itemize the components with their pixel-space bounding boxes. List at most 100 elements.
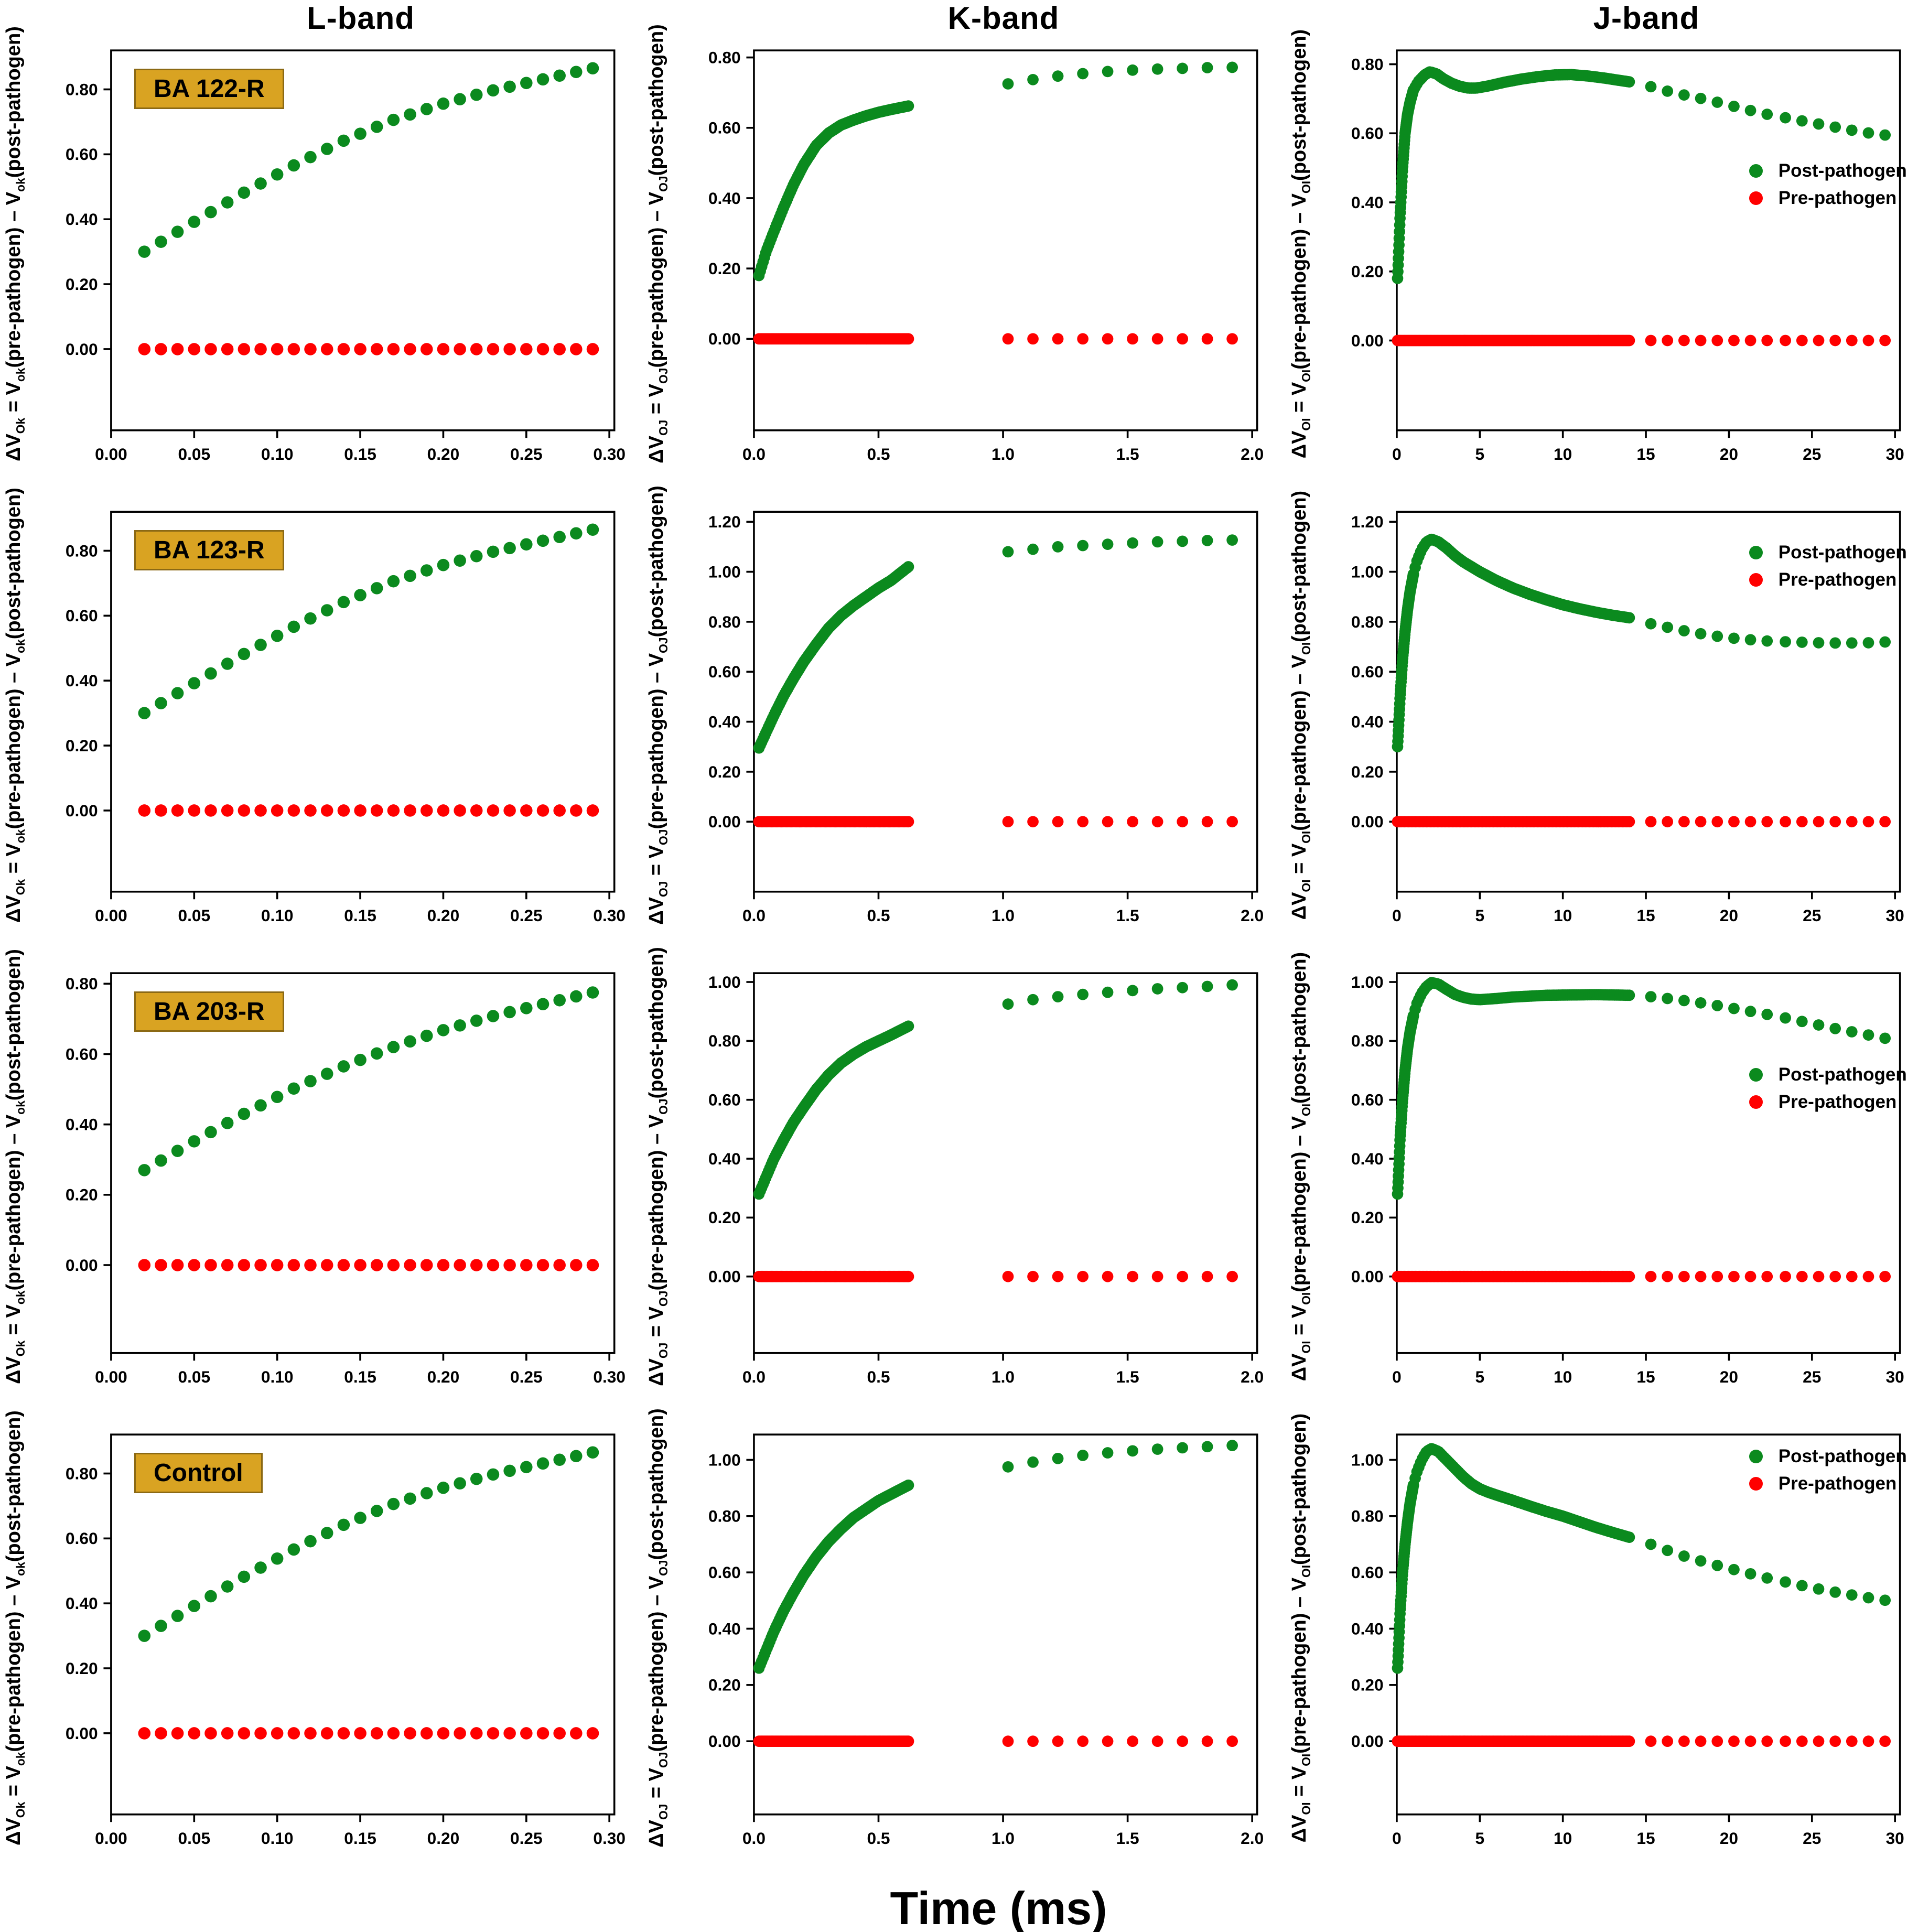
svg-text:0.20: 0.20 bbox=[1351, 762, 1384, 781]
series-pre-pathogen bbox=[753, 333, 1238, 345]
svg-text:1.00: 1.00 bbox=[1351, 1450, 1384, 1469]
svg-text:1.20: 1.20 bbox=[1351, 512, 1384, 531]
y-ticks: 0.00 0.20 0.40 0.60 0.80 1.00 1.20 bbox=[1351, 512, 1397, 831]
series-post-pathogen bbox=[753, 534, 1238, 754]
plot-control-l-band: 0.00 0.05 0.10 0.15 0.20 0.25 0.30 0.00 0.20 0.40… bbox=[66, 1433, 626, 1848]
svg-text:0.10: 0.10 bbox=[261, 445, 294, 463]
svg-text:1.00: 1.00 bbox=[1351, 973, 1384, 991]
x-ticks: 0 5 10 15 20 25 30 bbox=[1392, 1353, 1904, 1386]
panel-ba-122-r-j-band: ΔVOI = VOI(pre-pathogen) – VOI(post-path… bbox=[1286, 29, 1928, 498]
plot-area-control-l-band: 0.00 0.05 0.10 0.15 0.20 0.25 0.30 0.00 0.20 0.40… bbox=[30, 1420, 643, 1879]
svg-text:0: 0 bbox=[1392, 906, 1402, 925]
svg-text:0.00: 0.00 bbox=[95, 1367, 127, 1386]
legend-label-post-pathogen: Post-pathogen bbox=[1778, 160, 1907, 181]
svg-text:0.00: 0.00 bbox=[708, 1732, 741, 1751]
svg-text:0.00: 0.00 bbox=[95, 1829, 127, 1848]
svg-text:0.30: 0.30 bbox=[593, 1367, 626, 1386]
plot-area-ba-203-r-k-band: 0.0 0.5 1.0 1.5 2.0 0.00 0.20 0.40 0.60 0.80 1.00 bbox=[673, 959, 1286, 1417]
y-axis-label: ΔVOk = Vok(pre-pathogen) – Vok(post-path… bbox=[0, 949, 30, 1420]
panel-ba-123-r-j-band: ΔVOI = VOI(pre-pathogen) – VOI(post-path… bbox=[1286, 491, 1928, 959]
band-title-l: L-band bbox=[307, 1, 415, 36]
series-post-pathogen bbox=[138, 986, 599, 1177]
legend-label-pre-pathogen: Pre-pathogen bbox=[1778, 1092, 1897, 1113]
svg-text:0.20: 0.20 bbox=[427, 906, 460, 925]
svg-text:25: 25 bbox=[1803, 1829, 1821, 1848]
svg-text:15: 15 bbox=[1636, 1829, 1655, 1848]
y-ticks: 0.00 0.20 0.40 0.60 0.80 bbox=[66, 974, 111, 1275]
svg-text:0.20: 0.20 bbox=[708, 1676, 741, 1694]
plot-area-control-j-band: 0 5 10 15 20 25 30 0.00 0.20 0.40 0.60 0.80 1.00 Post… bbox=[1316, 1420, 1928, 1879]
series-post-pathogen bbox=[753, 61, 1238, 282]
svg-text:0.00: 0.00 bbox=[708, 329, 741, 348]
svg-text:0.80: 0.80 bbox=[1351, 612, 1384, 631]
legend-item-pre-pathogen: Pre-pathogen bbox=[1749, 1092, 1907, 1113]
svg-text:0.5: 0.5 bbox=[867, 906, 890, 925]
y-ticks: 0.00 0.20 0.40 0.60 0.80 1.00 bbox=[708, 1450, 754, 1751]
svg-text:0.80: 0.80 bbox=[708, 1031, 741, 1050]
sample-label-control: Control bbox=[134, 1453, 263, 1494]
panel-ba-123-r-k-band: ΔVOJ = VOJ(pre-pathogen) – VOJ(post-path… bbox=[643, 485, 1286, 959]
x-ticks: 0.0 0.5 1.0 1.5 2.0 bbox=[742, 1353, 1264, 1386]
legend: Post-pathogen Pre-pathogen bbox=[1749, 1446, 1907, 1494]
svg-text:0.60: 0.60 bbox=[66, 606, 98, 625]
y-axis-label: ΔVOJ = VOJ(pre-pathogen) – VOJ(post-path… bbox=[643, 947, 673, 1420]
y-axis-label-text: ΔVOI = VOI(pre-pathogen) – VOI(post-path… bbox=[1288, 1413, 1313, 1843]
svg-text:0.60: 0.60 bbox=[1351, 1563, 1384, 1582]
svg-text:0.20: 0.20 bbox=[66, 736, 98, 755]
svg-text:0.60: 0.60 bbox=[66, 1044, 98, 1063]
sample-label-ba-203-r: BA 203-R bbox=[134, 991, 284, 1032]
series-pre-pathogen bbox=[138, 1259, 599, 1271]
svg-text:0.5: 0.5 bbox=[867, 1367, 890, 1386]
legend-dot-pre-pathogen-icon bbox=[1749, 1476, 1763, 1491]
svg-text:0.40: 0.40 bbox=[708, 1619, 741, 1638]
plot-area-ba-122-r-k-band: 0.0 0.5 1.0 1.5 2.0 0.00 0.20 0.40 0.60 0.80 bbox=[673, 36, 1286, 494]
svg-text:0.20: 0.20 bbox=[1351, 262, 1384, 281]
svg-text:0.0: 0.0 bbox=[742, 445, 766, 463]
y-axis-label-text: ΔVOk = Vok(pre-pathogen) – Vok(post-path… bbox=[3, 26, 27, 461]
svg-text:0.15: 0.15 bbox=[344, 1367, 376, 1386]
axis-frame bbox=[110, 49, 616, 431]
svg-text:0.0: 0.0 bbox=[742, 1367, 766, 1386]
svg-text:0.20: 0.20 bbox=[427, 1829, 460, 1848]
plot-area-ba-122-r-j-band: 0 5 10 15 20 25 30 0.00 0.20 0.40 0.60 0.80 Post-pat… bbox=[1316, 36, 1928, 494]
y-axis-label-text: ΔVOk = Vok(pre-pathogen) – Vok(post-path… bbox=[3, 949, 27, 1384]
y-axis-label: ΔVOk = Vok(pre-pathogen) – Vok(post-path… bbox=[0, 26, 30, 498]
plot-control-k-band: 0.0 0.5 1.0 1.5 2.0 0.00 0.20 0.40 0.60 0.80 1.00 bbox=[708, 1433, 1264, 1848]
svg-text:0.15: 0.15 bbox=[344, 1829, 376, 1848]
series-post-pathogen bbox=[753, 1440, 1238, 1674]
series-post-pathogen bbox=[138, 523, 599, 719]
legend-item-post-pathogen: Post-pathogen bbox=[1749, 160, 1907, 181]
svg-text:1.0: 1.0 bbox=[992, 1367, 1015, 1386]
series-pre-pathogen bbox=[753, 816, 1238, 828]
series-post-pathogen bbox=[1392, 66, 1891, 284]
svg-text:0.15: 0.15 bbox=[344, 906, 376, 925]
y-ticks: 0.00 0.20 0.40 0.60 0.80 bbox=[66, 80, 111, 359]
svg-text:0.00: 0.00 bbox=[66, 1724, 98, 1743]
svg-text:0.00: 0.00 bbox=[1351, 331, 1384, 350]
svg-text:30: 30 bbox=[1886, 1367, 1904, 1386]
svg-text:0.60: 0.60 bbox=[708, 662, 741, 681]
svg-text:0.0: 0.0 bbox=[742, 1829, 766, 1848]
legend-item-post-pathogen: Post-pathogen bbox=[1749, 542, 1907, 563]
svg-text:25: 25 bbox=[1803, 445, 1821, 463]
svg-text:0.60: 0.60 bbox=[1351, 124, 1384, 143]
legend-dot-pre-pathogen-icon bbox=[1749, 573, 1763, 587]
svg-text:0.00: 0.00 bbox=[66, 340, 98, 359]
plot-area-ba-203-r-l-band: 0.00 0.05 0.10 0.15 0.20 0.25 0.30 0.00 0.20 0.40… bbox=[30, 959, 643, 1417]
svg-text:0.05: 0.05 bbox=[178, 1367, 210, 1386]
svg-text:0.40: 0.40 bbox=[1351, 1619, 1384, 1638]
x-ticks: 0.0 0.5 1.0 1.5 2.0 bbox=[742, 430, 1264, 463]
svg-text:0.40: 0.40 bbox=[66, 1594, 98, 1613]
x-axis-title: Time (ms) bbox=[890, 1882, 1107, 1932]
svg-text:0.40: 0.40 bbox=[1351, 712, 1384, 731]
svg-text:0.80: 0.80 bbox=[708, 1507, 741, 1526]
svg-text:0.5: 0.5 bbox=[867, 1829, 890, 1848]
y-ticks: 0.00 0.20 0.40 0.60 0.80 1.00 bbox=[1351, 973, 1397, 1286]
svg-text:0.00: 0.00 bbox=[1351, 1732, 1384, 1751]
svg-text:30: 30 bbox=[1886, 906, 1904, 925]
svg-text:0.20: 0.20 bbox=[66, 1185, 98, 1204]
figure-footer: Time (ms) bbox=[0, 1882, 1929, 1932]
svg-text:0.00: 0.00 bbox=[66, 801, 98, 820]
svg-text:1.00: 1.00 bbox=[708, 562, 741, 581]
panel-ba-122-r-k-band: ΔVOJ = VOJ(pre-pathogen) – VOJ(post-path… bbox=[643, 24, 1286, 498]
